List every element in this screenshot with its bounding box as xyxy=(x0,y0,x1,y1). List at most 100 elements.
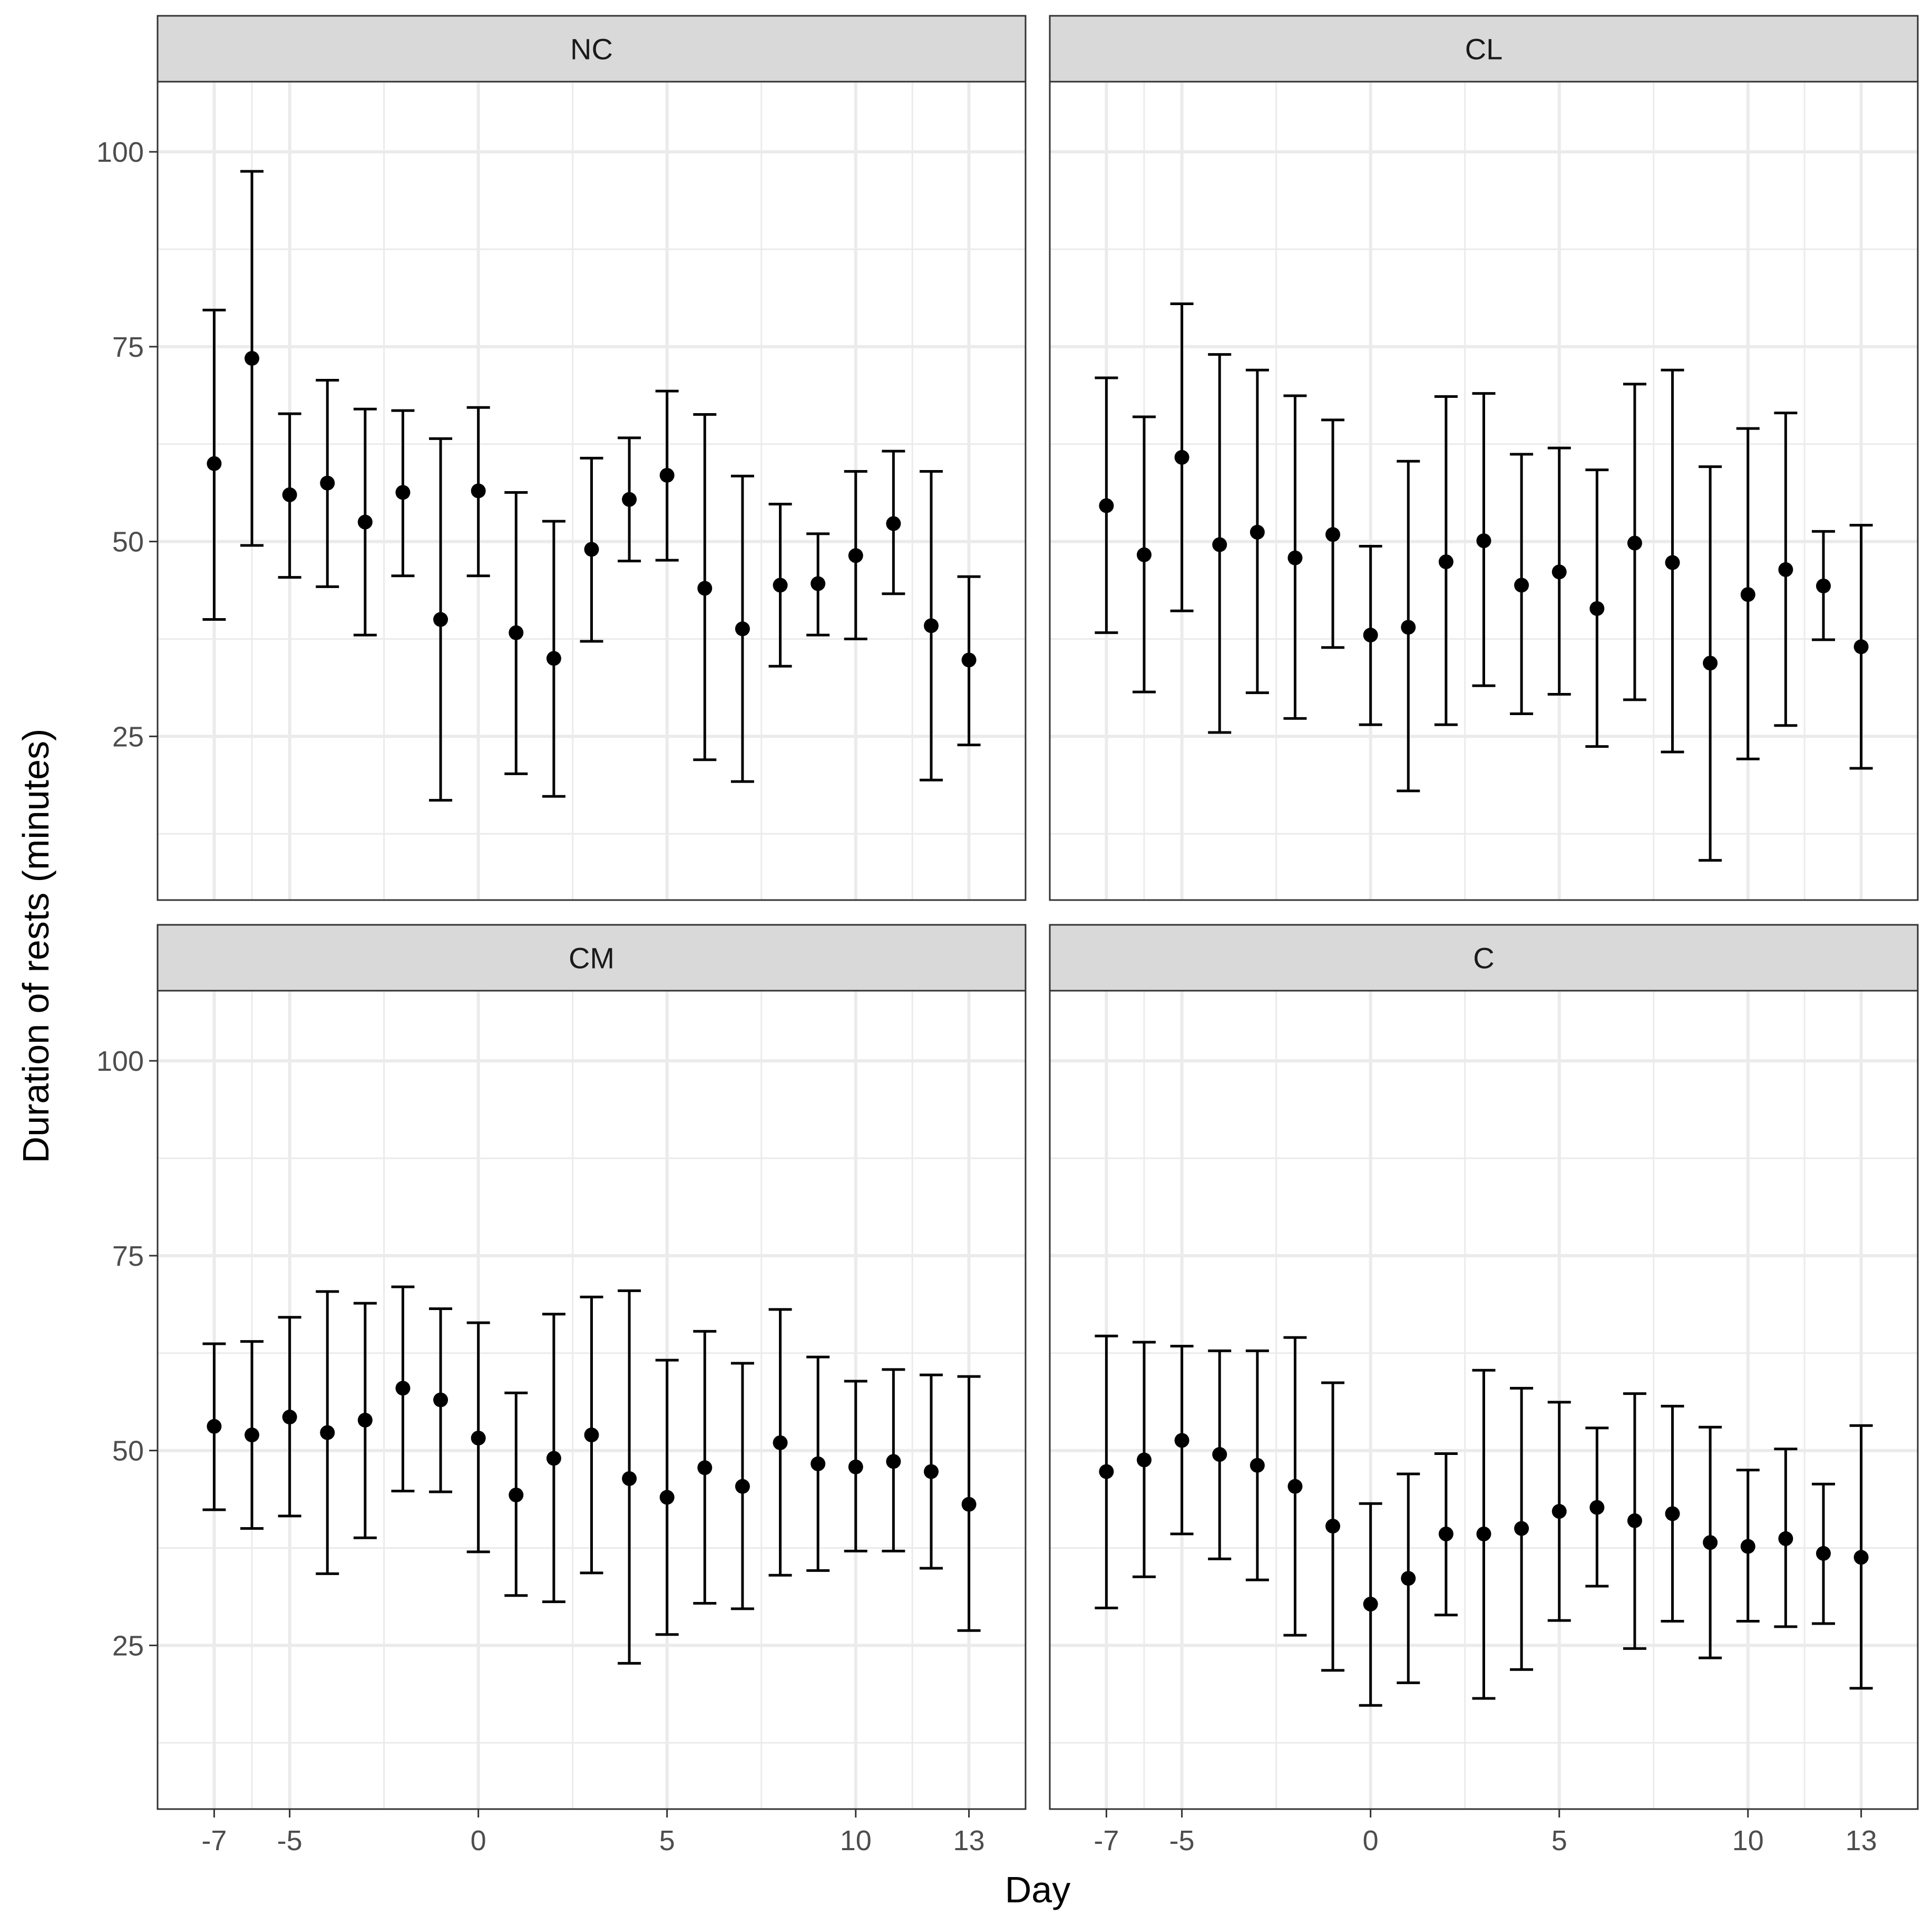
cm-errorbar-day-3 xyxy=(580,1295,603,1575)
nc-errorbar-day--4 xyxy=(316,378,339,588)
nc-errorbar-day-6 xyxy=(693,413,717,761)
cl-errorbar-day--7 xyxy=(1095,376,1118,634)
facet-nc: NC 25 50 75 100 xyxy=(96,15,1027,901)
nc-mean-point xyxy=(282,487,297,502)
cm-errorbar-day-9 xyxy=(806,1355,830,1572)
c-mean-point xyxy=(1627,1513,1642,1528)
cm-mean-point xyxy=(697,1460,713,1475)
c-mean-point xyxy=(1212,1447,1227,1462)
cm-errorbar-day--5 xyxy=(278,1316,301,1518)
cm-errorbar-day--6 xyxy=(240,1340,264,1530)
cl-mean-point xyxy=(1816,578,1831,593)
cm-y-tick-label-75: 75 xyxy=(112,1240,144,1272)
cm-errorbar-day-6 xyxy=(693,1330,717,1605)
cm-mean-point xyxy=(584,1428,599,1443)
c-errorbar-day-1 xyxy=(1397,1472,1420,1684)
nc-mean-point xyxy=(848,548,863,563)
nc-y-tick-label-75: 75 xyxy=(112,331,144,363)
c-mean-point xyxy=(1514,1521,1529,1536)
cl-errorbar-day-9 xyxy=(1699,465,1722,862)
cm-x-tick-label-13: 13 xyxy=(953,1825,985,1856)
c-x-tick-label-10: 10 xyxy=(1732,1825,1764,1856)
nc-errorbar-day--2 xyxy=(391,409,415,578)
c-x-tick-label-5: 5 xyxy=(1552,1825,1567,1856)
nc-errorbar-day-1 xyxy=(504,491,528,775)
cm-mean-point xyxy=(848,1459,863,1474)
cl-errorbar-day--6 xyxy=(1133,415,1156,693)
c-errorbar-day-3 xyxy=(1472,1369,1496,1700)
c-errorbar-day-6 xyxy=(1585,1426,1609,1588)
c-errorbar-day-11 xyxy=(1774,1448,1798,1628)
nc-mean-point xyxy=(811,576,826,591)
nc-mean-point xyxy=(735,621,750,637)
cm-errorbar-day--7 xyxy=(202,1342,226,1511)
c-errorbar-day--6 xyxy=(1133,1341,1156,1578)
c-mean-point xyxy=(1438,1526,1453,1541)
c-mean-point xyxy=(1401,1571,1416,1586)
cl-mean-point xyxy=(1552,564,1567,580)
cl-strip-label: CL xyxy=(1465,33,1503,66)
cl-errorbar-day-8 xyxy=(1661,368,1684,754)
cm-mean-point xyxy=(735,1479,750,1494)
nc-mean-point xyxy=(395,485,411,500)
nc-mean-point xyxy=(207,456,222,471)
facet-cm: CM 25 50 75 100 -7 -5 0 5 10 13 xyxy=(96,924,1027,1856)
c-errorbar-day-0 xyxy=(1359,1502,1382,1707)
nc-errorbar-day--3 xyxy=(353,407,377,637)
cm-mean-point xyxy=(773,1435,788,1450)
cm-errorbar-day--2 xyxy=(391,1285,415,1493)
cm-errorbar-day-1 xyxy=(504,1391,528,1597)
c-mean-point xyxy=(1853,1550,1869,1565)
nc-errorbar-day-9 xyxy=(806,532,830,637)
c-errorbar-day-13 xyxy=(1849,1424,1873,1690)
cl-errorbar-day-13 xyxy=(1849,524,1873,770)
cl-mean-point xyxy=(1401,620,1416,635)
cm-strip xyxy=(157,924,1027,992)
cm-errorbar-day-8 xyxy=(768,1308,792,1577)
cl-errorbar-day-1 xyxy=(1397,460,1420,793)
c-mean-point xyxy=(1589,1500,1605,1515)
cm-x-tick-label--7: -7 xyxy=(201,1825,227,1856)
nc-errorbar-day-13 xyxy=(957,575,981,747)
c-errorbar-day-7 xyxy=(1623,1392,1646,1650)
cl-mean-point xyxy=(1363,628,1378,643)
cl-errorbar-day-5 xyxy=(1547,446,1571,696)
c-errorbar-day--3 xyxy=(1245,1349,1269,1581)
cm-errorbar-day-11 xyxy=(882,1368,905,1552)
c-errorbar-day-4 xyxy=(1510,1386,1534,1671)
cl-errorbar-day--2 xyxy=(1283,394,1307,720)
nc-mean-point xyxy=(886,516,901,531)
cl-mean-point xyxy=(1703,656,1718,671)
c-errorbar-day-12 xyxy=(1811,1482,1835,1625)
cl-errorbar-day--5 xyxy=(1170,302,1194,612)
nc-errorbar-day--6 xyxy=(240,170,264,547)
c-mean-point xyxy=(1778,1531,1793,1546)
nc-mean-point xyxy=(923,618,939,633)
c-mean-point xyxy=(1703,1535,1718,1550)
cl-mean-point xyxy=(1665,555,1680,570)
c-mean-point xyxy=(1816,1546,1831,1561)
cm-errorbar-day-12 xyxy=(919,1373,943,1570)
cm-mean-point xyxy=(395,1381,411,1396)
nc-errorbar-day--5 xyxy=(278,412,301,579)
cl-mean-point xyxy=(1212,537,1227,552)
c-errorbar-day-9 xyxy=(1699,1425,1722,1659)
cm-mean-point xyxy=(886,1454,901,1469)
cm-errorbar-day-13 xyxy=(957,1375,981,1632)
cm-strip-label: CM xyxy=(569,942,614,975)
cl-mean-point xyxy=(1589,601,1605,616)
cl-mean-point xyxy=(1740,587,1755,602)
cm-mean-point xyxy=(245,1428,260,1443)
c-errorbar-day-8 xyxy=(1661,1404,1684,1623)
cm-errorbar-day--1 xyxy=(429,1307,453,1493)
nc-mean-point xyxy=(697,581,713,596)
cl-strip xyxy=(1049,15,1919,83)
nc-mean-point xyxy=(471,483,486,499)
cm-mean-point xyxy=(471,1430,486,1445)
cm-mean-point xyxy=(659,1490,675,1505)
cm-x-tick-label-0: 0 xyxy=(471,1825,486,1856)
cm-mean-point xyxy=(923,1464,939,1479)
nc-y-tick-label-50: 50 xyxy=(112,526,144,558)
cm-x-tick-label-10: 10 xyxy=(840,1825,872,1856)
c-mean-point xyxy=(1325,1519,1341,1534)
